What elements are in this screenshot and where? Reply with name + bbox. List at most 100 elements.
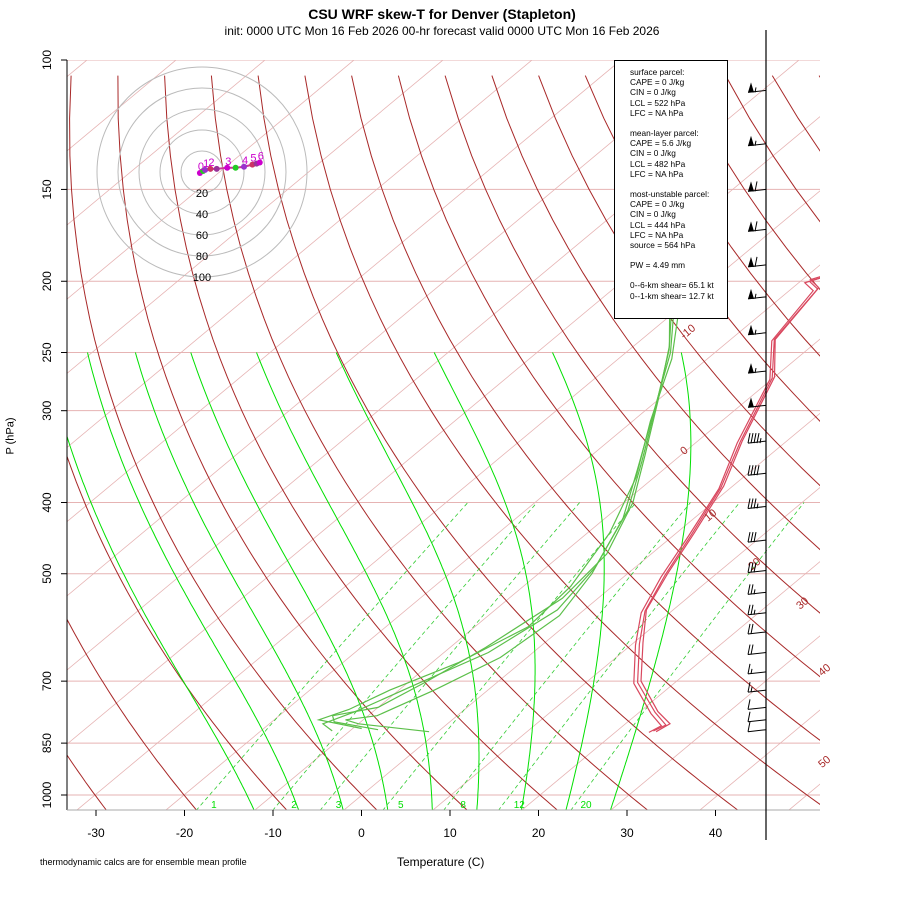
isotherm-line	[67, 60, 533, 449]
wind-barb	[747, 181, 767, 192]
hodograph-ring-label: 40	[196, 209, 208, 221]
y-tick-label: 700	[40, 671, 54, 691]
barb-flag	[753, 498, 757, 509]
moist-adiabat	[433, 352, 536, 810]
wind-barb	[747, 623, 767, 635]
barb-flag	[750, 465, 754, 476]
barb-flag	[747, 604, 751, 615]
footnote: thermodynamic calcs are for ensemble mea…	[40, 857, 247, 867]
isotherm-line	[67, 60, 444, 374]
hodograph-point	[224, 164, 231, 171]
wind-barb	[747, 498, 767, 509]
barb-pennant	[748, 82, 754, 93]
barb-half-flag	[754, 87, 757, 93]
isotherm-line	[76, 190, 820, 810]
hodograph: 20 40 60 80 100 0 1 2 3 4 5 6	[96, 66, 308, 284]
wind-barb	[747, 363, 767, 374]
mixing-ratio-line	[382, 502, 637, 810]
barb-flag	[750, 498, 754, 509]
stat-line: LCL = 522 hPa	[630, 97, 686, 108]
barb-flag	[747, 699, 751, 710]
barb-flag	[747, 644, 751, 655]
dry-adiabat	[257, 75, 739, 810]
barb-flag	[753, 465, 757, 476]
x-tick-label: 40	[709, 826, 723, 840]
barb-pennant	[748, 324, 754, 335]
shear-block: 0--6-km shear= 65.1 kt 0--1-km shear= 12…	[630, 280, 727, 300]
y-tick-label: 500	[40, 563, 54, 583]
isotherm-line	[610, 635, 820, 810]
barb-half-flag	[756, 503, 759, 509]
isotherm-line	[254, 338, 820, 810]
barb-flag	[750, 623, 754, 635]
wind-barb	[747, 288, 767, 300]
stat-line: LCL = 482 hPa	[630, 158, 686, 169]
x-tick-label: 30	[620, 826, 634, 840]
most-unstable-parcel-block: most-unstable parcel: CAPE = 0 J/kg CIN …	[630, 189, 727, 250]
stat-line: 0--1-km shear= 12.7 kt	[630, 290, 714, 301]
x-tick-label: -20	[176, 826, 194, 840]
hodograph-ring-label: 60	[196, 230, 208, 242]
dry-adiabat	[397, 75, 820, 678]
temperature-profile	[636, 276, 820, 732]
isotherm-line	[67, 60, 177, 152]
hodograph-point	[213, 165, 220, 172]
stat-line: surface parcel:	[630, 67, 685, 77]
x-tick-label: 0	[358, 826, 365, 840]
barb-half-flag	[754, 293, 757, 299]
barb-half-flag	[750, 668, 753, 674]
barb-staff	[747, 719, 767, 723]
stat-line: source = 564 hPa	[630, 240, 696, 251]
hodograph-point	[232, 164, 239, 171]
barb-flag	[747, 682, 751, 693]
wind-barb	[747, 82, 767, 93]
wind-barb	[747, 465, 767, 476]
stat-line: LFC = NA hPa	[630, 229, 684, 240]
isotherm-line	[877, 26, 900, 810]
x-tick-label: -30	[87, 826, 105, 840]
dry-adiabat	[866, 76, 900, 811]
stat-line: CAPE = 5.6 J/kg	[630, 138, 692, 149]
mixing-ratio-line	[195, 502, 469, 810]
mixing-ratio-label: 20	[581, 800, 593, 811]
barb-flag	[747, 663, 751, 674]
dry-adiabat	[771, 75, 820, 152]
mixing-ratio-label: 2	[291, 800, 297, 811]
wind-barb	[747, 256, 767, 268]
dry-adiabat	[117, 75, 468, 810]
barb-flag	[753, 562, 757, 573]
barb-pennant	[748, 288, 754, 299]
dry-adiabat	[818, 75, 820, 78]
hodograph-hour-label: 2	[208, 157, 214, 169]
isotherm-line	[67, 60, 88, 78]
y-tick-label: 1000	[40, 781, 54, 808]
stat-line: mean-layer parcel:	[630, 128, 699, 139]
isotherm-line	[699, 709, 820, 810]
x-axis-label: Temperature (C)	[397, 855, 485, 869]
dewpoint-profile	[316, 264, 683, 730]
stat-line: CIN = 0 J/kg	[630, 148, 676, 159]
dry-adiabat	[164, 75, 558, 810]
barb-flag	[754, 221, 758, 232]
barb-flag	[747, 562, 751, 573]
isotherm-line	[67, 116, 820, 745]
barb-flag	[750, 604, 754, 615]
moist-adiabat	[190, 352, 389, 810]
barb-flag	[747, 584, 751, 595]
wind-barb	[747, 711, 767, 723]
y-tick-label: 250	[40, 342, 54, 362]
barb-flag	[754, 256, 758, 267]
wind-barb	[747, 584, 767, 595]
moist-adiabat	[67, 434, 255, 810]
barb-flag	[747, 433, 751, 444]
barb-flag	[753, 532, 757, 543]
y-tick-label: 200	[40, 271, 54, 291]
barb-flag	[747, 721, 751, 732]
dry-adiabat	[304, 75, 820, 806]
wind-barb	[747, 721, 767, 733]
wind-barb	[747, 562, 767, 574]
hodograph-hour-label: 4	[242, 155, 248, 167]
isotherm-label: 30	[794, 595, 811, 612]
barb-staff	[747, 729, 767, 733]
